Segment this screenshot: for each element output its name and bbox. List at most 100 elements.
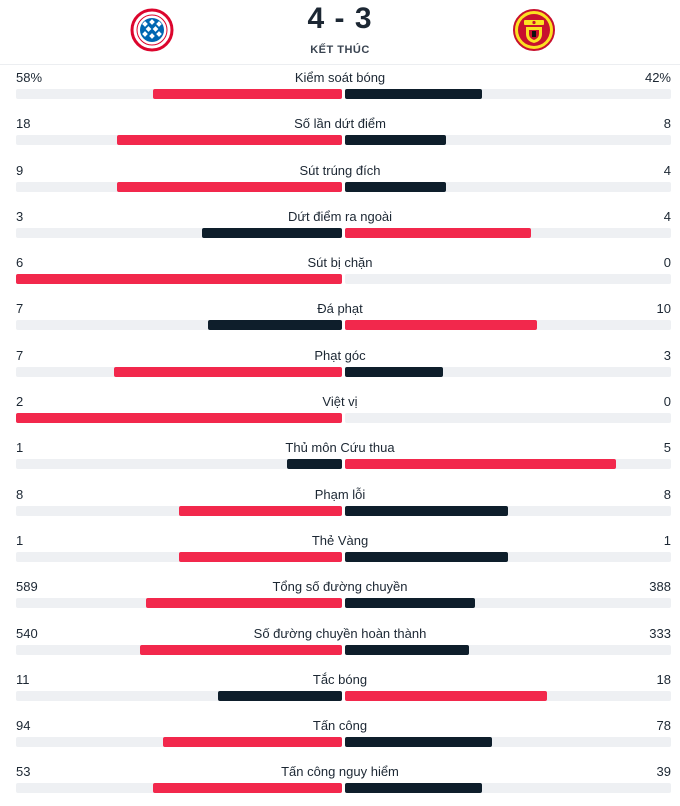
- stat-label: Sút trúng đích: [299, 162, 381, 178]
- away-stat-value: 8: [663, 116, 671, 132]
- stat-row: 94 Tấn công 78: [0, 712, 680, 758]
- away-stat-bar: [345, 89, 482, 99]
- away-stat-bar: [345, 227, 531, 238]
- stat-label: Tấn công: [312, 718, 368, 734]
- home-stat-bar: [208, 320, 342, 331]
- away-stat-track: [345, 413, 671, 424]
- home-stat-bar: [113, 366, 342, 377]
- home-stat-value: 7: [16, 347, 24, 363]
- away-stat-value: 39: [656, 764, 671, 780]
- away-stat-track: [345, 783, 671, 794]
- stat-row: 1 Thẻ Vàng 1: [0, 527, 680, 573]
- bayern-munich-crest-icon[interactable]: [130, 8, 174, 52]
- away-stat-track: [345, 227, 671, 238]
- match-header: 4 - 3 KẾT THÚC: [0, 0, 680, 65]
- stat-label: Thẻ Vàng: [311, 532, 369, 548]
- away-stat-value: 1: [663, 532, 671, 548]
- away-stat-track: [345, 135, 671, 146]
- away-stat-bar: [345, 783, 482, 794]
- home-stat-track: [16, 227, 342, 238]
- away-stat-value: 10: [656, 301, 671, 317]
- home-stat-track: [16, 644, 342, 655]
- match-status: KẾT THÚC: [310, 44, 370, 56]
- stat-row: 18 Số lần dứt điểm 8: [0, 110, 680, 156]
- away-stat-bar: [345, 366, 443, 377]
- home-stat-value: 18: [16, 116, 31, 132]
- away-stat-track: [345, 690, 671, 701]
- stat-row: 7 Đá phạt 10: [0, 295, 680, 341]
- stat-row: 7 Phạt góc 3: [0, 342, 680, 388]
- away-stat-bar: [345, 505, 508, 516]
- home-stat-value: 58%: [16, 70, 43, 85]
- home-stat-bar: [152, 89, 342, 99]
- home-stat-track: [16, 551, 342, 562]
- stat-label: Số lần dứt điểm: [294, 116, 386, 132]
- match-score: 4 - 3: [307, 2, 373, 35]
- stat-row: 6 Sút bị chặn 0: [0, 249, 680, 295]
- home-stat-bar: [179, 551, 342, 562]
- away-stat-bar: [345, 644, 469, 655]
- away-stat-value: 8: [663, 486, 671, 502]
- away-stat-track: [345, 737, 671, 748]
- stat-row: 8 Phạm lỗi 8: [0, 481, 680, 527]
- home-stat-bar: [179, 505, 342, 516]
- away-stat-value: 388: [649, 579, 671, 595]
- home-stat-bar: [201, 227, 342, 238]
- away-stat-bar: [345, 551, 508, 562]
- home-stat-track: [16, 459, 342, 470]
- home-stat-bar: [218, 690, 342, 701]
- stat-label: Tấn công nguy hiểm: [281, 764, 399, 780]
- stat-label: Kiểm soát bóng: [294, 70, 386, 85]
- stat-row: 2 Việt vị 0: [0, 388, 680, 434]
- home-stat-value: 3: [16, 208, 24, 224]
- home-stat-track: [16, 89, 342, 99]
- stat-label: Đá phạt: [317, 301, 363, 317]
- stat-label: Phạt góc: [314, 347, 366, 363]
- home-stat-bar: [16, 413, 342, 424]
- away-stat-track: [345, 598, 671, 609]
- stat-label: Tổng số đường chuyền: [272, 579, 408, 595]
- away-stat-track: [345, 181, 671, 192]
- stat-row: 9 Sút trúng đích 4: [0, 157, 680, 203]
- home-stat-track: [16, 181, 342, 192]
- stat-row: 589 Tổng số đường chuyền 388: [0, 573, 680, 619]
- stat-row: 58% Kiểm soát bóng 42%: [0, 64, 680, 110]
- home-stat-value: 8: [16, 486, 24, 502]
- home-stat-track: [16, 274, 342, 285]
- home-stat-track: [16, 598, 342, 609]
- home-stat-value: 6: [16, 255, 24, 271]
- stat-label: Phạm lỗi: [314, 486, 366, 502]
- home-stat-track: [16, 135, 342, 146]
- away-stat-value: 5: [663, 440, 671, 456]
- away-stat-bar: [345, 737, 492, 748]
- stat-label: Việt vị: [322, 394, 358, 410]
- home-stat-bar: [152, 783, 342, 794]
- home-stat-bar: [146, 598, 342, 609]
- stat-label: Dứt điểm ra ngoài: [287, 208, 393, 224]
- home-stat-track: [16, 783, 342, 794]
- away-stat-track: [345, 551, 671, 562]
- away-stat-value: 18: [656, 671, 671, 687]
- home-stat-track: [16, 320, 342, 331]
- home-stat-bar: [286, 459, 342, 470]
- away-stat-value: 333: [649, 625, 671, 641]
- home-stat-value: 589: [16, 579, 38, 595]
- away-stat-track: [345, 366, 671, 377]
- away-stat-value: 4: [663, 162, 671, 178]
- home-stat-track: [16, 413, 342, 424]
- away-stat-value: 4: [663, 208, 671, 224]
- stat-row: 53 Tấn công nguy hiểm 39: [0, 758, 680, 804]
- home-stat-value: 11: [16, 671, 30, 687]
- away-stat-value: 42%: [644, 70, 671, 85]
- home-stat-track: [16, 737, 342, 748]
- home-stat-bar: [117, 135, 342, 146]
- away-stat-bar: [345, 459, 616, 470]
- away-stat-value: 0: [663, 255, 671, 271]
- away-stat-bar: [345, 135, 447, 146]
- home-stat-bar: [16, 274, 342, 285]
- away-stat-track: [345, 644, 671, 655]
- stat-label: Thủ môn Cứu thua: [285, 440, 395, 456]
- manchester-united-crest-icon[interactable]: [512, 8, 556, 52]
- away-stat-value: 78: [656, 718, 671, 734]
- away-stat-value: 3: [663, 347, 671, 363]
